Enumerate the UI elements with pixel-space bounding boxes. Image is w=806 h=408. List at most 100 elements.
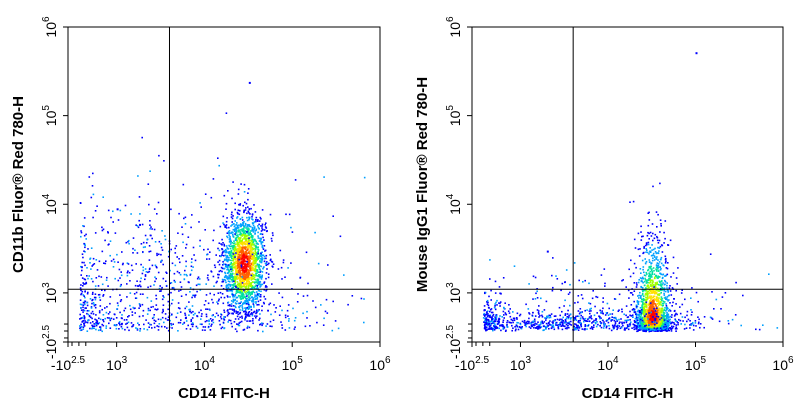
- event-dot: [231, 309, 234, 311]
- event-dot: [239, 286, 241, 288]
- event-dot: [633, 308, 636, 311]
- event-dot: [238, 306, 240, 308]
- event-dot: [635, 315, 638, 318]
- y-tick-label: 106: [41, 16, 59, 38]
- event-dot: [248, 278, 250, 280]
- event-dot: [596, 312, 598, 314]
- event-dot: [148, 326, 150, 328]
- event-dot: [644, 298, 647, 301]
- event-dot: [259, 323, 262, 325]
- event-dot: [81, 321, 83, 323]
- event-dot: [154, 280, 156, 283]
- event-dot: [235, 303, 238, 305]
- event-dot: [221, 248, 224, 251]
- event-dot: [655, 258, 658, 260]
- event-dot: [236, 222, 238, 224]
- event-dot: [242, 270, 245, 272]
- y-axis-title: CD11b Fluor® Red 780-H: [10, 96, 27, 273]
- event-dot: [141, 303, 144, 306]
- event-dot: [271, 240, 273, 242]
- event-dot: [223, 278, 226, 281]
- event-dot: [661, 299, 663, 302]
- event-dot: [170, 324, 173, 327]
- event-dot: [656, 311, 659, 313]
- event-dot: [640, 320, 642, 323]
- event-dot: [635, 314, 638, 317]
- event-dot: [247, 299, 250, 301]
- event-dot: [660, 285, 662, 287]
- event-dot: [197, 283, 200, 286]
- event-dot: [244, 232, 246, 235]
- event-dot: [179, 307, 181, 310]
- event-dot: [618, 322, 621, 325]
- event-dot: [98, 275, 100, 278]
- event-dot: [98, 310, 101, 312]
- event-dot: [309, 325, 311, 327]
- event-dot: [263, 260, 266, 263]
- event-dot: [225, 258, 228, 260]
- event-dot: [699, 326, 701, 329]
- event-dot: [636, 284, 638, 286]
- event-dot: [262, 246, 264, 249]
- event-dot: [245, 307, 247, 309]
- event-dot: [156, 325, 158, 327]
- event-dot: [255, 312, 257, 315]
- event-dot: [205, 313, 208, 316]
- event-dot: [109, 327, 112, 329]
- event-dot: [246, 242, 249, 244]
- event-dot: [263, 239, 265, 241]
- event-dot: [200, 206, 202, 208]
- event-dot: [233, 254, 235, 257]
- event-dot: [636, 300, 639, 302]
- event-dot: [191, 296, 193, 299]
- event-dot: [645, 287, 647, 289]
- event-dot: [241, 251, 244, 253]
- event-dot: [661, 284, 663, 286]
- event-dot: [149, 309, 151, 312]
- event-dot: [244, 250, 247, 253]
- event-dot: [653, 284, 655, 286]
- event-dot: [256, 296, 259, 299]
- event-dot: [154, 308, 156, 311]
- event-dot: [254, 211, 257, 213]
- event-dot: [109, 254, 111, 257]
- event-dot: [254, 257, 257, 260]
- event-dot: [649, 247, 651, 249]
- event-dot: [101, 323, 103, 326]
- event-dot: [239, 256, 242, 259]
- event-dot: [80, 274, 82, 276]
- event-dot: [154, 241, 157, 243]
- event-dot: [317, 262, 320, 265]
- event-dot: [238, 238, 241, 240]
- event-dot: [235, 229, 237, 231]
- event-dot: [226, 287, 228, 290]
- event-dot: [241, 257, 243, 260]
- event-dot: [665, 257, 667, 260]
- event-dot: [228, 256, 230, 259]
- event-dot: [645, 280, 648, 282]
- event-dot: [633, 282, 636, 284]
- event-dot: [668, 308, 671, 311]
- event-dot: [261, 225, 264, 227]
- event-dot: [101, 330, 103, 333]
- event-dot: [80, 235, 82, 238]
- event-dot: [171, 287, 174, 289]
- event-dot: [187, 324, 189, 327]
- event-dot: [238, 253, 240, 256]
- event-dot: [645, 242, 648, 244]
- event-dot: [272, 319, 275, 321]
- event-dot: [230, 268, 232, 271]
- event-dot: [239, 292, 242, 294]
- event-dot: [294, 326, 296, 328]
- event-dot: [147, 309, 150, 312]
- event-dot: [239, 264, 242, 267]
- event-dot: [256, 293, 259, 296]
- event-dot: [84, 251, 86, 253]
- event-dot: [156, 213, 158, 215]
- event-dot: [225, 263, 228, 266]
- event-dot: [240, 273, 242, 275]
- event-dot: [260, 278, 263, 280]
- event-dot: [233, 261, 236, 264]
- event-dot: [138, 303, 141, 305]
- event-dot: [668, 316, 670, 319]
